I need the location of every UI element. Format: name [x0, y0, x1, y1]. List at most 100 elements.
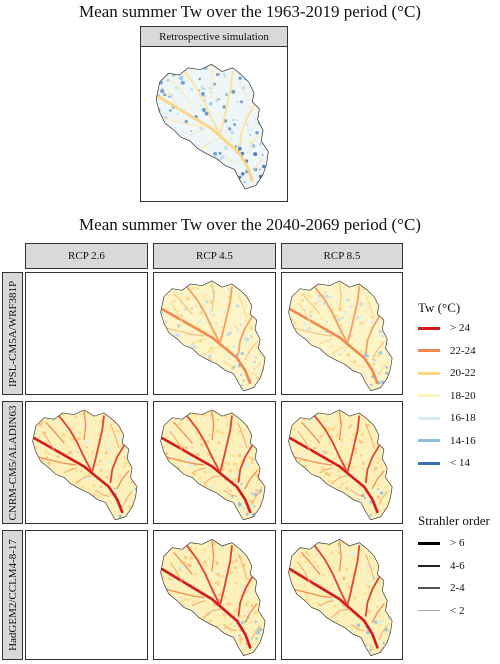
river-segment	[186, 545, 220, 604]
map-cnrm-rcp26	[32, 409, 138, 521]
river-segment	[211, 540, 215, 572]
river-segment	[378, 362, 388, 376]
title-retrospective: Mean summer Tw over the 1963-2019 period…	[79, 2, 421, 21]
catchment-outline	[160, 409, 266, 521]
river-segment	[253, 156, 264, 172]
river-segment	[371, 470, 385, 490]
legend-tw-swatch	[418, 439, 440, 442]
legend-tw-swatch	[418, 371, 440, 375]
catchment-outline	[288, 280, 393, 392]
river-segment	[292, 327, 332, 337]
river-segment	[244, 470, 258, 490]
river-segment	[251, 362, 261, 376]
river-segment	[203, 608, 221, 618]
river-segment	[251, 625, 261, 640]
river-segment	[116, 470, 130, 490]
legend-tw-item: 18-20	[418, 389, 476, 403]
river-segment	[219, 70, 234, 135]
panel-hadgem-rcp85	[281, 530, 403, 660]
river-segment	[45, 421, 65, 444]
river-segment	[292, 588, 332, 599]
catchment-outline	[160, 538, 266, 657]
legend-tw-label: 18-20	[450, 389, 476, 402]
river-segment	[58, 415, 92, 471]
catchment-area	[160, 539, 266, 656]
river-segment	[238, 423, 248, 449]
river-segment	[183, 70, 220, 133]
catchment-outline	[155, 63, 269, 190]
river-segment	[91, 415, 105, 473]
river-segment	[364, 316, 380, 355]
river-segment	[223, 489, 238, 497]
legend-strahler-label: > 6	[450, 537, 465, 549]
legend-strahler-label: 4-6	[450, 559, 465, 572]
legend-strahler-swatch	[418, 587, 440, 589]
legend-tw-item: 22-24	[418, 344, 476, 358]
river-segment	[346, 415, 361, 473]
legend-strahler-item: 4-6	[418, 559, 465, 573]
river-segment	[238, 104, 256, 148]
panel-cnrm-rcp26	[25, 401, 148, 524]
river-segment	[173, 421, 193, 444]
river-segment	[201, 138, 221, 149]
legend-tw-title: Tw (°C)	[418, 300, 461, 315]
col-strip-rcp45: RCP 4.5	[153, 243, 276, 269]
map-ipsl-rcp45	[160, 280, 266, 392]
river-segment	[346, 545, 361, 606]
river-segment	[110, 423, 120, 449]
river-segment	[63, 467, 78, 474]
river-segment	[170, 431, 183, 452]
catchment-outline	[160, 280, 266, 392]
river-segment	[246, 133, 261, 155]
legend-tw-swatch	[418, 416, 440, 420]
row-strip-cnrm: CNRM-CM5/ALADIN63	[2, 401, 23, 524]
river-segment	[350, 360, 365, 368]
retro-strip: Retrospective simulation	[140, 26, 288, 47]
river-segment	[83, 410, 87, 441]
legend-tw-swatch	[418, 394, 440, 397]
river-segment	[170, 562, 183, 583]
river-segment	[237, 576, 253, 617]
river-segment	[237, 316, 253, 355]
catchment-outline	[288, 538, 393, 657]
map-cnrm-rcp85	[288, 409, 393, 521]
catchment-outline	[32, 409, 138, 521]
panel-hadgem-rcp45	[153, 530, 276, 660]
river-segment	[251, 491, 261, 505]
river-segment	[238, 294, 248, 320]
map-ipsl-rcp26	[26, 273, 147, 394]
river-segment	[239, 79, 250, 108]
legend-tw-swatch	[418, 349, 440, 352]
map-hadgem-rcp45	[160, 538, 266, 657]
river-segment	[191, 600, 206, 607]
legend-strahler-label: 2-4	[450, 582, 465, 594]
row-strip-hadgem: HadGEM2/CCLM4-8-17	[2, 530, 23, 660]
river-segment	[378, 491, 388, 505]
river-segment	[297, 302, 311, 323]
legend-strahler-swatch	[418, 610, 440, 611]
river-segment	[36, 456, 77, 466]
legend-tw-item: 20-22	[418, 366, 476, 380]
legend-tw-label: < 14	[450, 457, 470, 469]
river-segment	[297, 431, 311, 452]
catchment-area	[160, 409, 266, 520]
legend-strahler-item: > 6	[418, 536, 464, 550]
map-cnrm-rcp45	[160, 409, 266, 521]
panel-cnrm-rcp85	[281, 401, 403, 524]
river-segment	[350, 623, 365, 632]
map-retrospective	[155, 63, 269, 190]
river-segment	[186, 415, 220, 471]
river-segment	[95, 489, 110, 497]
title-future: Mean summer Tw over the 2040-2069 period…	[79, 215, 421, 234]
river-segment	[350, 489, 365, 497]
river-segment	[244, 603, 258, 624]
river-segment	[189, 129, 205, 137]
river-segment	[164, 588, 205, 599]
map-hadgem-rcp26	[26, 531, 147, 659]
river-segment	[210, 65, 214, 99]
river-segment	[169, 77, 191, 103]
legend-tw-item: 16-18	[418, 411, 476, 425]
river-segment	[319, 467, 334, 474]
row-label-hadgem: HadGEM2/CCLM4-8-17	[6, 539, 19, 651]
river-segment	[346, 286, 361, 344]
